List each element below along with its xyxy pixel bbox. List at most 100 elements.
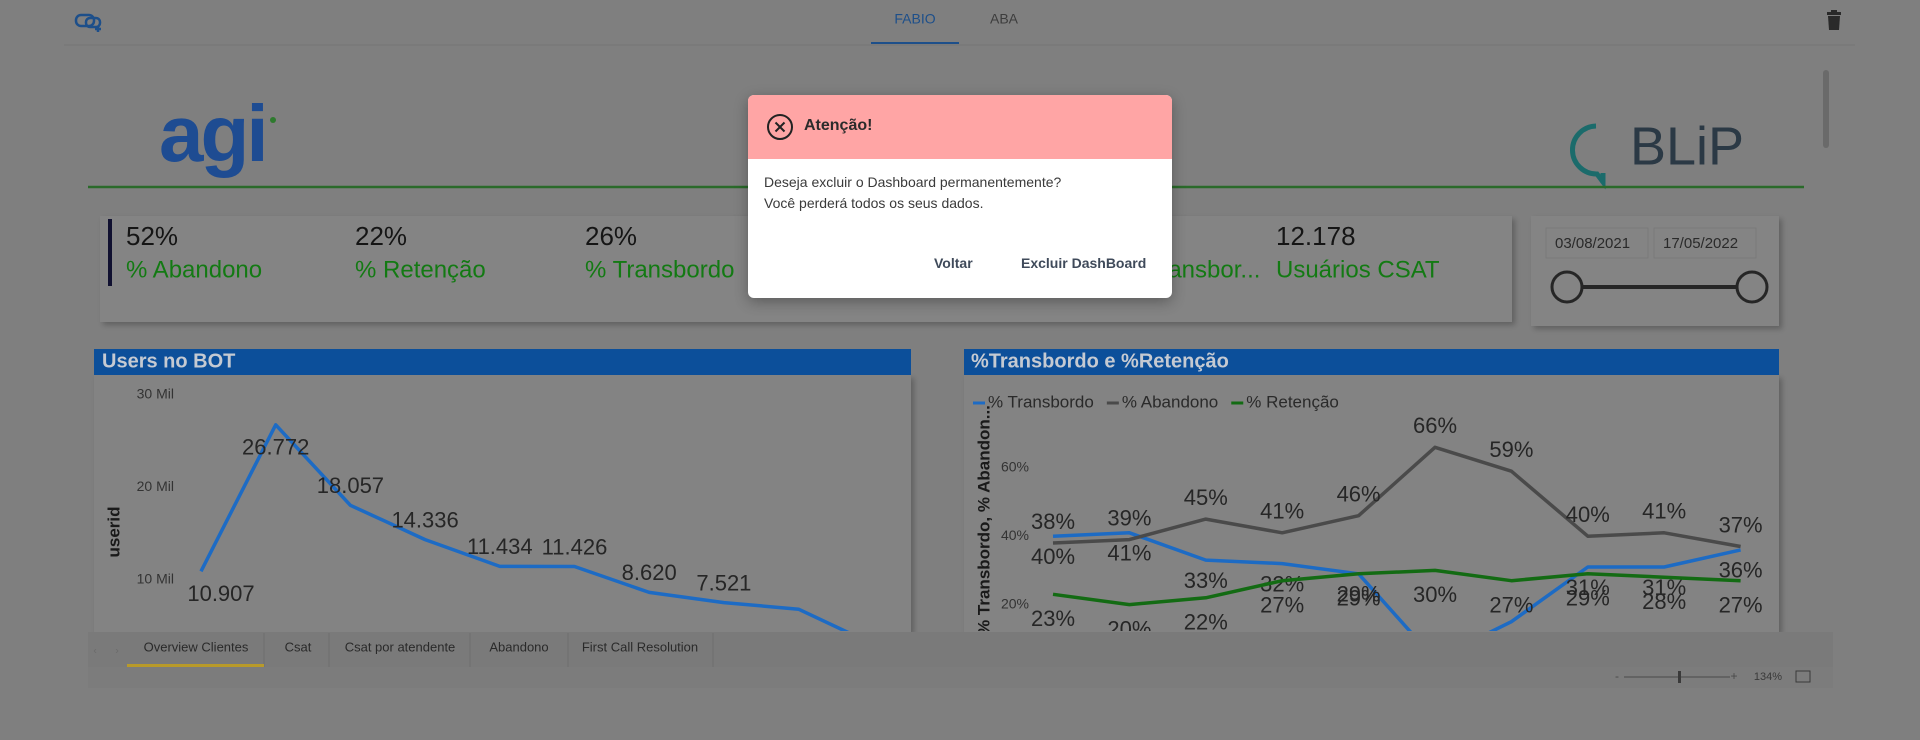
y-tick-label: 30 Mil xyxy=(137,386,174,402)
data-label: 66% xyxy=(1413,413,1457,438)
legend-label: % Transbordo xyxy=(988,392,1094,411)
zoom-in[interactable]: + xyxy=(1730,669,1737,683)
data-label: 31% xyxy=(1566,575,1610,600)
kpi-value: 22% xyxy=(355,221,407,251)
chart-title: %Transbordo e %Retenção xyxy=(971,350,1229,372)
page-tab[interactable]: Overview Clientes xyxy=(144,639,249,654)
date-start[interactable]: 03/08/2021 xyxy=(1555,235,1630,252)
data-label: 41% xyxy=(1642,499,1686,524)
plot-area: userid 10.907 26.772 18.057 14.336 11.434 11.4… xyxy=(104,423,850,631)
series-line xyxy=(199,423,850,631)
legend-label: % Retenção xyxy=(1246,392,1339,411)
data-label: 27% xyxy=(1489,592,1533,617)
confirm-dialog: Atenção! Deseja excluir o Dashboard perm… xyxy=(748,95,1172,298)
data-label: 41% xyxy=(1260,499,1304,524)
dialog-message: Deseja excluir o Dashboard permanentemen… xyxy=(764,174,1062,190)
logo-dot xyxy=(270,117,276,123)
date-box[interactable] xyxy=(1653,227,1757,259)
active-page-underline xyxy=(127,664,264,667)
error-icon xyxy=(767,114,793,140)
y-tick-label: 20 Mil xyxy=(137,478,174,494)
kpi-label: Usuários CSAT xyxy=(1276,256,1440,283)
page-tab[interactable]: First Call Resolution xyxy=(582,639,698,654)
data-label: 10.907 xyxy=(187,581,254,606)
slider-handle[interactable] xyxy=(1735,270,1769,304)
dialog-header: Atenção! xyxy=(748,95,1172,159)
chart-panel xyxy=(94,375,911,632)
data-label: 33% xyxy=(1184,568,1228,593)
data-label: 7.521 xyxy=(696,570,751,595)
blip-logo: BLiP xyxy=(1630,116,1744,176)
data-label: 59% xyxy=(1489,437,1533,462)
date-end[interactable]: 17/05/2022 xyxy=(1663,235,1738,252)
tab-prev[interactable]: ‹ xyxy=(93,646,96,657)
series-line xyxy=(1052,445,1741,549)
data-label: 26.772 xyxy=(242,435,309,460)
delete-button[interactable]: Excluir DashBoard xyxy=(1021,255,1147,271)
data-label: 40% xyxy=(1566,502,1610,527)
dialog-title: Atenção! xyxy=(804,117,873,134)
data-label: 40% xyxy=(1031,544,1075,569)
legend-label: % Abandono xyxy=(1122,392,1218,411)
y-axis-label: userid xyxy=(104,506,123,557)
data-label: 29% xyxy=(1337,582,1381,607)
active-tab-underline xyxy=(871,42,959,44)
slider-handle[interactable] xyxy=(1550,270,1584,304)
data-label: 41% xyxy=(1107,541,1151,566)
data-label: 45% xyxy=(1184,485,1228,510)
data-label: 46% xyxy=(1337,481,1381,506)
data-label: 14.336 xyxy=(391,507,458,532)
scrollbar[interactable] xyxy=(1823,70,1829,148)
y-tick-label: 20% xyxy=(1001,595,1029,611)
kpi-value: 26% xyxy=(585,221,637,251)
kpi-value: 52% xyxy=(126,221,178,251)
cancel-button[interactable]: Voltar xyxy=(934,255,973,271)
kpi-accent xyxy=(108,219,112,286)
data-label: 20% xyxy=(1107,616,1151,641)
chart-title-bar xyxy=(94,349,911,375)
zoom-out[interactable]: - xyxy=(1615,669,1619,683)
data-label: 22% xyxy=(1184,610,1228,635)
y-axis-label: % Transbordo, % Abandon... xyxy=(974,405,993,635)
data-label: 30% xyxy=(1413,582,1457,607)
data-label: 39% xyxy=(1107,505,1151,530)
fit-page[interactable] xyxy=(1795,670,1811,683)
kpi-value: 12.178 xyxy=(1276,221,1356,251)
zoom-thumb[interactable] xyxy=(1678,671,1681,683)
data-label: 29% xyxy=(1566,586,1610,611)
date-card xyxy=(1531,216,1779,326)
series-line xyxy=(1052,568,1741,607)
agi-logo: agi xyxy=(159,89,266,178)
data-label: 29% xyxy=(1337,586,1381,611)
top-tab[interactable]: ABA xyxy=(990,11,1019,27)
series-line xyxy=(1052,531,1741,631)
data-label: 23% xyxy=(1031,606,1075,631)
data-label: 18.057 xyxy=(317,473,384,498)
link-icon[interactable] xyxy=(74,13,102,32)
blip-bubble xyxy=(1570,123,1606,190)
delete-icon[interactable] xyxy=(1827,10,1841,30)
y-tick-label: 40% xyxy=(1001,527,1029,543)
data-label: 8.620 xyxy=(622,560,677,585)
top-tab[interactable]: FABIO xyxy=(894,11,935,27)
data-label: 15% xyxy=(1489,630,1533,655)
page-tab[interactable]: Csat por atendente xyxy=(345,639,456,654)
date-box[interactable] xyxy=(1545,227,1649,259)
y-tick-label: 60% xyxy=(1001,459,1029,475)
page-tab[interactable]: Csat xyxy=(285,639,312,654)
kpi-label: % Abandono xyxy=(126,256,262,283)
zoom-level: 134% xyxy=(1754,671,1782,683)
chart-title-bar xyxy=(964,349,1779,375)
dialog-message: Você perderá todos os seus dados. xyxy=(764,195,984,211)
plot-area: % Transbordo, % Abandon... 40% 41%33% 32% 29… xyxy=(974,405,1763,655)
data-label: 27% xyxy=(1260,592,1304,617)
kpi-label: % Retenção xyxy=(355,256,486,283)
data-label: 28% xyxy=(1642,589,1686,614)
data-label: 37% xyxy=(1719,512,1763,537)
tab-strip xyxy=(88,632,1833,667)
y-tick-label: 10 Mil xyxy=(137,570,174,586)
tab-next[interactable]: › xyxy=(115,646,118,657)
page-tab[interactable]: Abandono xyxy=(489,639,548,654)
data-label: 11.426 xyxy=(542,534,608,559)
